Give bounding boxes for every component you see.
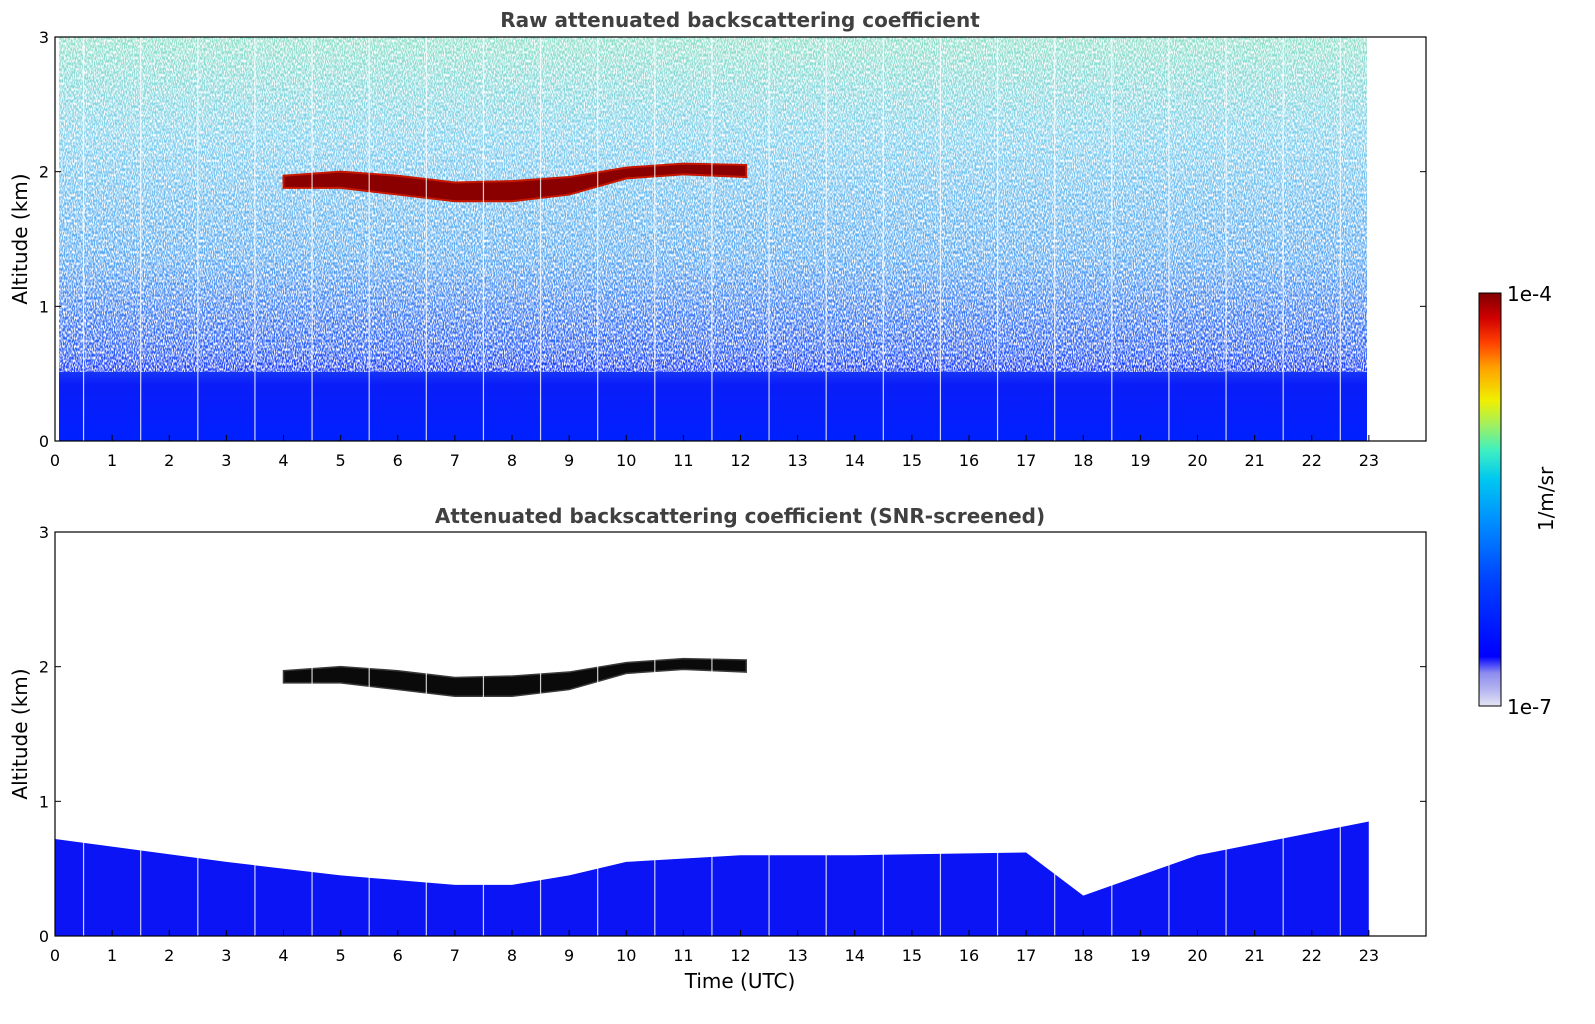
- x-tick-label: 13: [787, 451, 807, 470]
- x-tick-label: 9: [564, 451, 574, 470]
- x-tick-label: 3: [221, 946, 231, 965]
- x-tick-label: 14: [845, 946, 865, 965]
- y-tick-label: 3: [39, 523, 49, 542]
- x-tick-label: 15: [902, 946, 922, 965]
- x-tick-label: 7: [450, 451, 460, 470]
- x-tick-label: 4: [278, 946, 288, 965]
- x-tick-label: 3: [221, 451, 231, 470]
- x-tick-label: 17: [1016, 946, 1036, 965]
- x-tick-label: 21: [1244, 451, 1264, 470]
- bottom-y-axis: 0 1 2 3: [39, 523, 1426, 946]
- top-x-axis: 0 1 2 3 4 5 6 7 8 9 10 11 12 13 14 15 16 17 18 19 20 21 22 23: [50, 435, 1379, 470]
- x-tick-label: 2: [164, 946, 174, 965]
- x-tick-label: 6: [393, 946, 403, 965]
- x-tick-label: 21: [1244, 946, 1264, 965]
- x-tick-label: 19: [1130, 946, 1150, 965]
- x-tick-label: 10: [616, 946, 636, 965]
- x-tick-label: 19: [1130, 451, 1150, 470]
- bottom-x-axis-label: Time (UTC): [684, 969, 796, 993]
- x-tick-label: 23: [1359, 946, 1379, 965]
- x-tick-label: 9: [564, 946, 574, 965]
- x-tick-label: 1: [107, 451, 117, 470]
- colorbar-min-label: 1e-7: [1507, 695, 1552, 719]
- top-heatmap: [59, 37, 1426, 441]
- no-data-region: [1368, 532, 1426, 936]
- bottom-y-axis-label: Altitude (km): [8, 668, 32, 799]
- x-tick-label: 2: [164, 451, 174, 470]
- x-tick-label: 8: [507, 946, 517, 965]
- no-data-region: [1368, 37, 1426, 441]
- x-tick-label: 22: [1302, 946, 1322, 965]
- y-tick-label: 3: [39, 28, 49, 47]
- top-heatmap-noise: [59, 37, 1367, 372]
- cloud-layer-band: [282, 162, 748, 203]
- x-tick-label: 20: [1187, 946, 1207, 965]
- colorbar-gradient: [1478, 292, 1502, 707]
- y-tick-label: 2: [39, 163, 49, 182]
- x-tick-label: 8: [507, 451, 517, 470]
- x-tick-label: 16: [959, 946, 979, 965]
- x-tick-label: 5: [336, 451, 346, 470]
- bottom-panel-title: Attenuated backscattering coefficient (S…: [435, 504, 1045, 528]
- x-tick-label: 7: [450, 946, 460, 965]
- x-tick-label: 22: [1302, 451, 1322, 470]
- top-y-axis-label: Altitude (km): [8, 173, 32, 304]
- x-tick-label: 12: [730, 451, 750, 470]
- bottom-panel: Attenuated backscattering coefficient (S…: [8, 504, 1427, 993]
- y-tick-label: 0: [39, 927, 49, 946]
- x-tick-label: 14: [845, 451, 865, 470]
- x-tick-label: 0: [50, 451, 60, 470]
- x-tick-label: 11: [673, 451, 693, 470]
- x-tick-label: 17: [1016, 451, 1036, 470]
- bottom-data-gaps: [82, 532, 1426, 936]
- x-tick-label: 15: [902, 451, 922, 470]
- top-cloud-layer: [282, 162, 748, 203]
- y-tick-label: 2: [39, 658, 49, 677]
- x-tick-label: 10: [616, 451, 636, 470]
- top-data-gaps: [82, 37, 1426, 441]
- x-tick-label: 12: [730, 946, 750, 965]
- x-tick-label: 5: [336, 946, 346, 965]
- top-panel-title: Raw attenuated backscattering coefficien…: [500, 8, 980, 32]
- top-panel: Raw attenuated backscattering coefficien…: [8, 8, 1427, 470]
- x-tick-label: 4: [278, 451, 288, 470]
- bottom-x-axis: 0 1 2 3 4 5 6 7 8 9 10 11 12 13 14 15 16 17 18 19 20 21 22 23: [50, 930, 1379, 965]
- x-tick-label: 18: [1073, 451, 1093, 470]
- x-tick-label: 20: [1187, 451, 1207, 470]
- bottom-heatmap: [55, 532, 1426, 936]
- x-tick-label: 0: [50, 946, 60, 965]
- colorbar: 1e-4 1e-7 1/m/sr: [1478, 282, 1558, 719]
- x-tick-label: 6: [393, 451, 403, 470]
- x-tick-label: 1: [107, 946, 117, 965]
- y-tick-label: 0: [39, 432, 49, 451]
- x-tick-label: 23: [1359, 451, 1379, 470]
- screened-cloud-band: [282, 657, 747, 698]
- x-tick-label: 11: [673, 946, 693, 965]
- colorbar-unit-label: 1/m/sr: [1534, 466, 1558, 531]
- bottom-cloud-layer: [282, 657, 747, 698]
- y-tick-label: 1: [39, 792, 49, 811]
- y-tick-label: 1: [39, 297, 49, 316]
- x-tick-label: 16: [959, 451, 979, 470]
- top-y-axis: 0 1 2 3: [39, 28, 1426, 451]
- x-tick-label: 18: [1073, 946, 1093, 965]
- colorbar-max-label: 1e-4: [1507, 282, 1552, 306]
- x-tick-label: 13: [787, 946, 807, 965]
